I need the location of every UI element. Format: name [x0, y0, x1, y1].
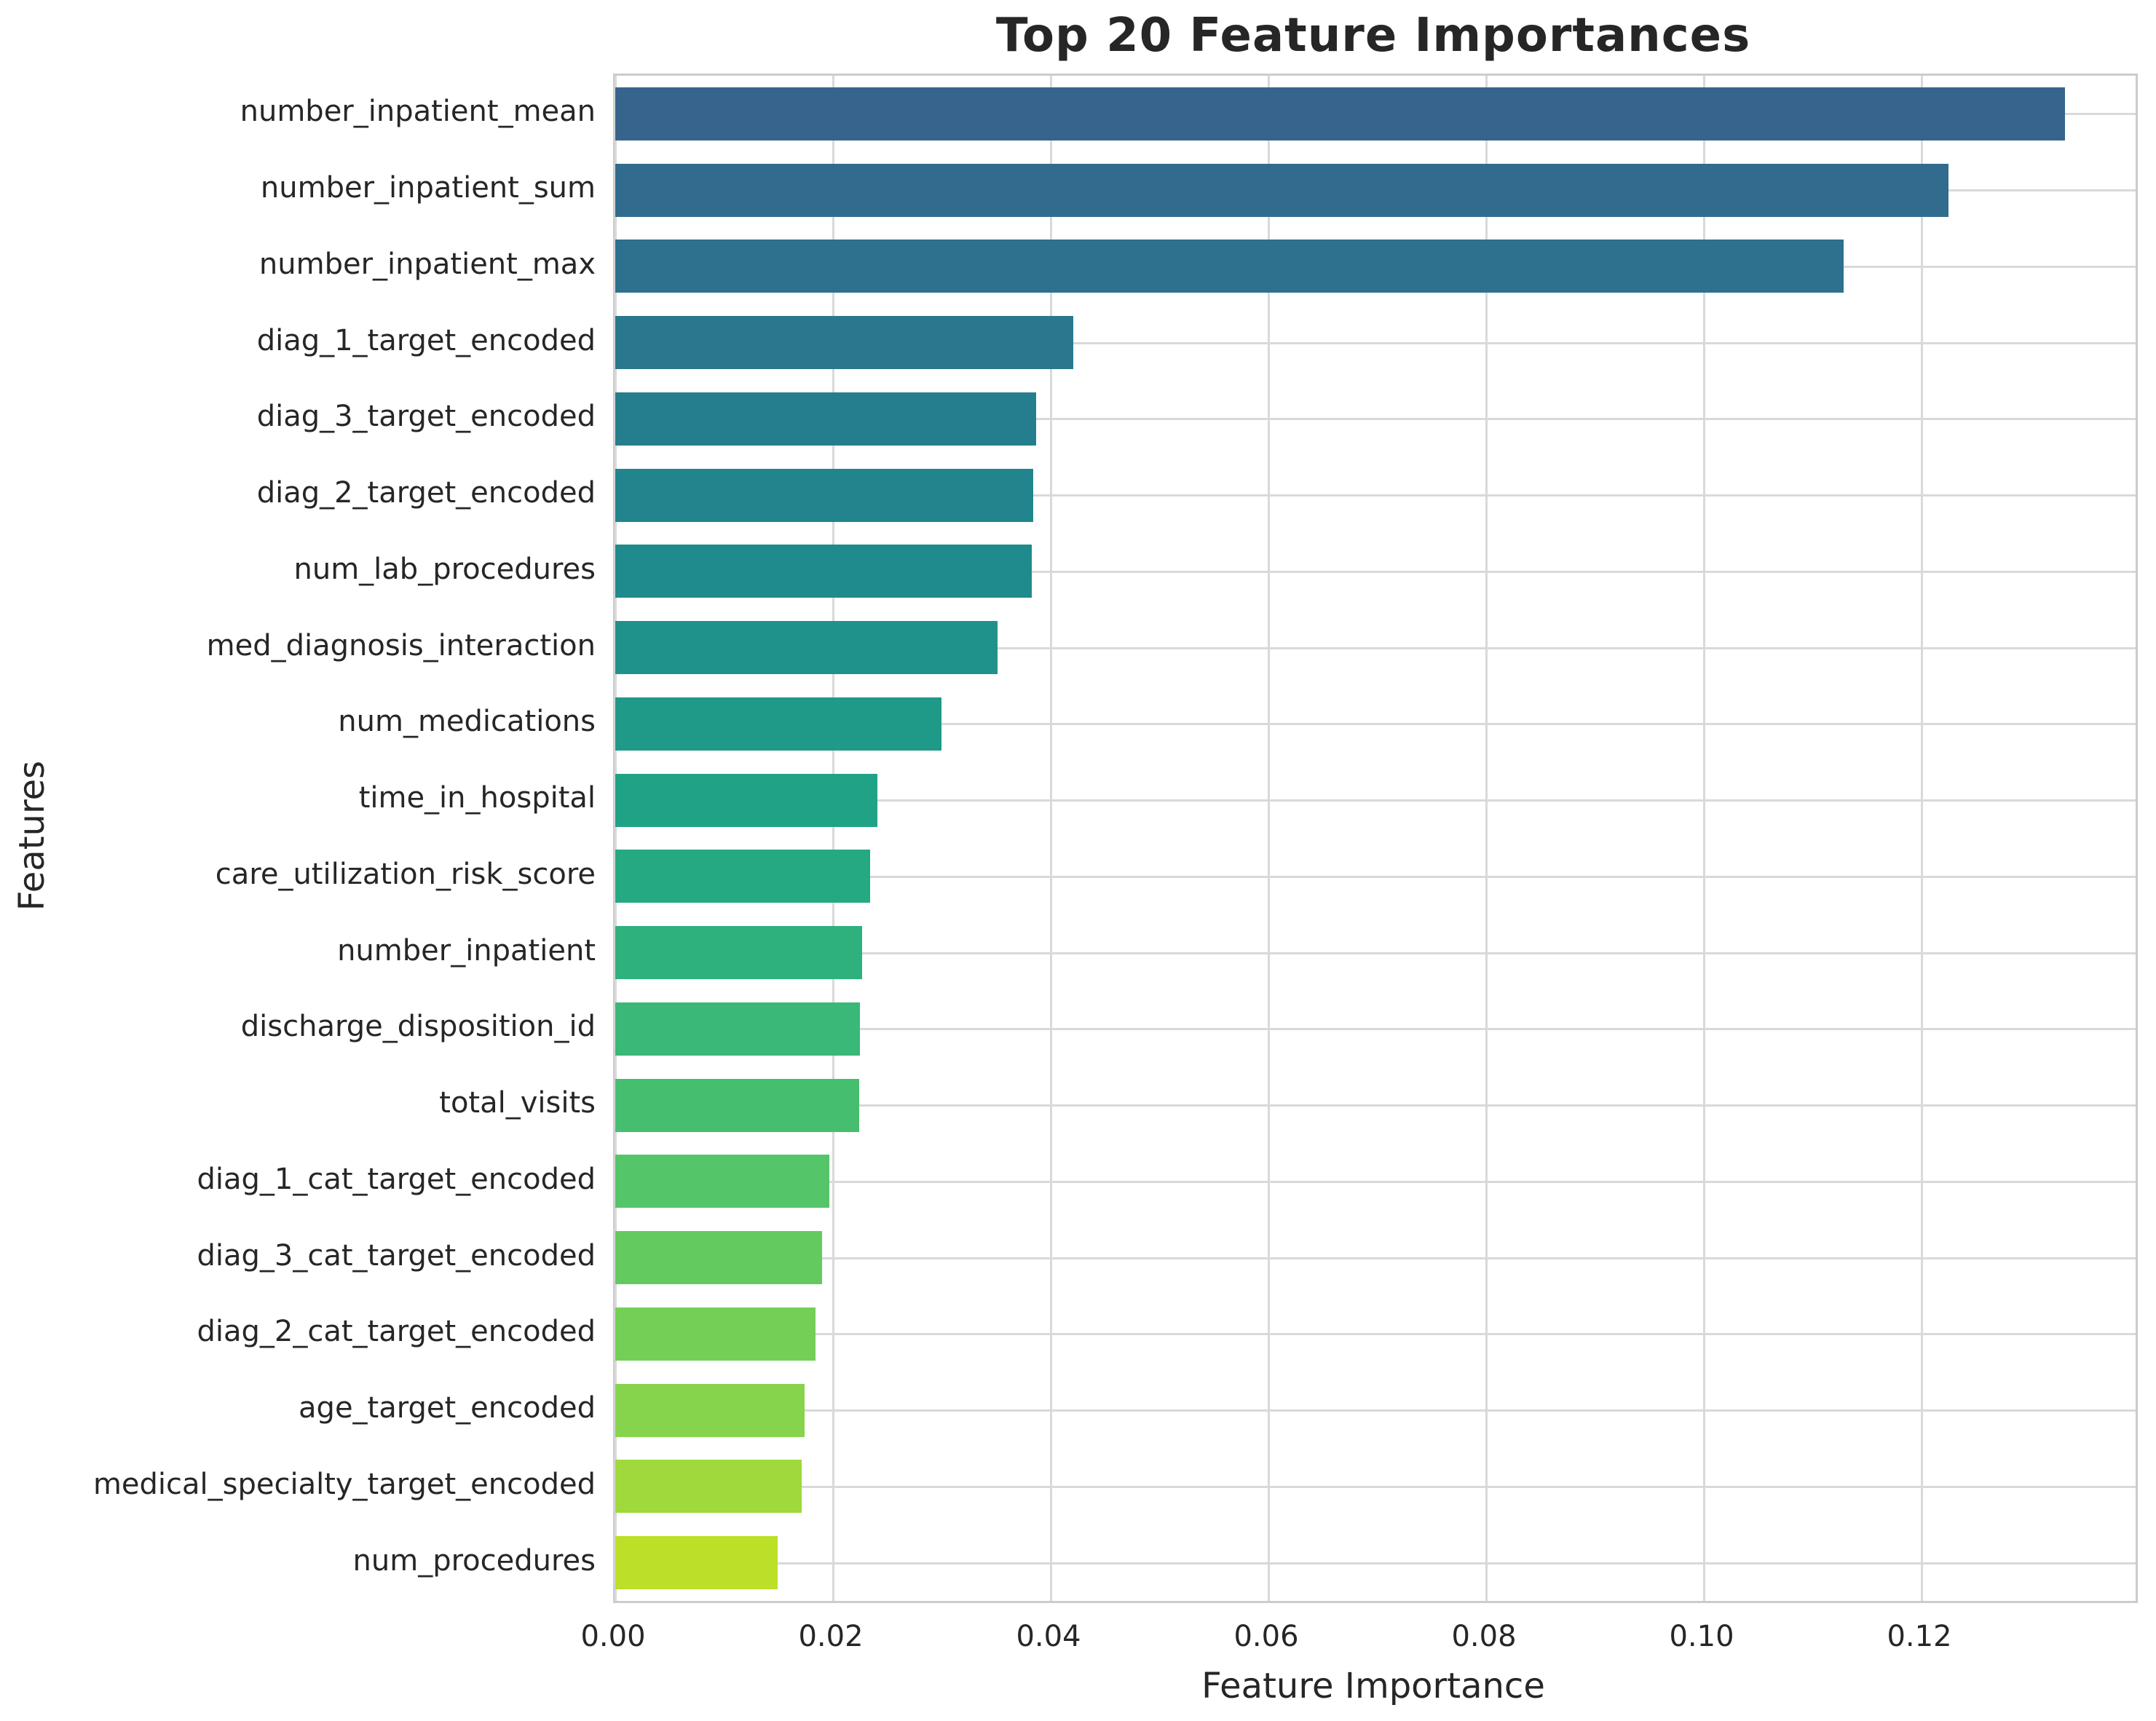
bar-diag_1_cat_target_encoded	[615, 1155, 829, 1208]
v-gridline	[1050, 76, 1052, 1601]
y-tick-label: diag_3_cat_target_encoded	[197, 1239, 596, 1273]
bar-diag_3_cat_target_encoded	[615, 1231, 822, 1284]
bar-age_target_encoded	[615, 1384, 805, 1437]
h-gridline	[615, 1181, 2136, 1183]
bar-number_inpatient_mean	[615, 87, 2065, 141]
bar-med_diagnosis_interaction	[615, 621, 998, 674]
x-tick-label: 0.08	[1451, 1620, 1517, 1653]
h-gridline	[615, 799, 2136, 802]
h-gridline	[615, 723, 2136, 725]
y-tick-label: diag_3_target_encoded	[256, 400, 596, 433]
bar-diag_1_target_encoded	[615, 316, 1073, 369]
y-tick-label: age_target_encoded	[299, 1391, 596, 1425]
bar-time_in_hospital	[615, 774, 877, 827]
y-tick-label: total_visits	[439, 1086, 596, 1120]
v-gridline	[615, 76, 617, 1601]
v-gridline	[1921, 76, 1923, 1601]
x-tick-label: 0.12	[1887, 1620, 1952, 1653]
bar-num_medications	[615, 697, 941, 751]
bar-diag_2_cat_target_encoded	[615, 1307, 816, 1361]
h-gridline	[615, 1409, 2136, 1412]
y-tick-label: num_medications	[338, 705, 596, 738]
bar-medical_specialty_target_encoded	[615, 1460, 802, 1513]
y-tick-label: num_procedures	[352, 1544, 596, 1578]
y-tick-label: care_utilization_risk_score	[215, 858, 596, 891]
y-tick-label: medical_specialty_target_encoded	[92, 1468, 596, 1501]
y-tick-label: discharge_disposition_id	[240, 1010, 596, 1043]
v-gridline	[1268, 76, 1270, 1601]
chart-title: Top 20 Feature Importances	[995, 9, 1751, 63]
y-tick-label: number_inpatient_mean	[240, 95, 596, 128]
x-tick-label: 0.06	[1233, 1620, 1299, 1653]
bar-num_procedures	[615, 1536, 778, 1589]
h-gridline	[615, 494, 2136, 496]
x-tick-label: 0.04	[1016, 1620, 1081, 1653]
h-gridline	[615, 1028, 2136, 1030]
plot-area	[613, 74, 2138, 1603]
x-tick-label: 0.00	[580, 1620, 646, 1653]
y-tick-label: diag_1_cat_target_encoded	[197, 1163, 596, 1196]
bar-number_inpatient	[615, 926, 862, 979]
h-gridline	[615, 1562, 2136, 1564]
bar-number_inpatient_sum	[615, 164, 1948, 217]
bar-total_visits	[615, 1079, 859, 1132]
bar-diag_2_target_encoded	[615, 469, 1033, 522]
y-tick-label: time_in_hospital	[358, 781, 596, 815]
bar-diag_3_target_encoded	[615, 392, 1036, 446]
y-tick-label: number_inpatient	[337, 934, 596, 968]
h-gridline	[615, 418, 2136, 420]
h-gridline	[615, 952, 2136, 954]
bar-discharge_disposition_id	[615, 1002, 860, 1056]
y-tick-label: diag_2_target_encoded	[256, 476, 596, 510]
bar-care_utilization_risk_score	[615, 850, 870, 903]
bar-num_lab_procedures	[615, 545, 1032, 598]
h-gridline	[615, 342, 2136, 344]
h-gridline	[615, 876, 2136, 878]
y-tick-label: med_diagnosis_interaction	[206, 629, 596, 662]
v-gridline	[1485, 76, 1488, 1601]
h-gridline	[615, 571, 2136, 573]
bar-number_inpatient_max	[615, 240, 1844, 293]
y-tick-label: num_lab_procedures	[293, 553, 596, 586]
y-tick-label: number_inpatient_sum	[260, 171, 596, 205]
x-axis-label: Feature Importance	[1201, 1666, 1545, 1706]
v-gridline	[832, 76, 834, 1601]
h-gridline	[615, 1257, 2136, 1259]
y-tick-label: number_inpatient_max	[258, 248, 596, 281]
h-gridline	[615, 1486, 2136, 1488]
y-tick-label: diag_1_target_encoded	[256, 324, 596, 357]
h-gridline	[615, 1104, 2136, 1107]
x-tick-label: 0.02	[798, 1620, 864, 1653]
h-gridline	[615, 1333, 2136, 1335]
h-gridline	[615, 647, 2136, 649]
v-gridline	[1703, 76, 1705, 1601]
y-tick-label: diag_2_cat_target_encoded	[197, 1315, 596, 1348]
x-tick-label: 0.10	[1669, 1620, 1734, 1653]
